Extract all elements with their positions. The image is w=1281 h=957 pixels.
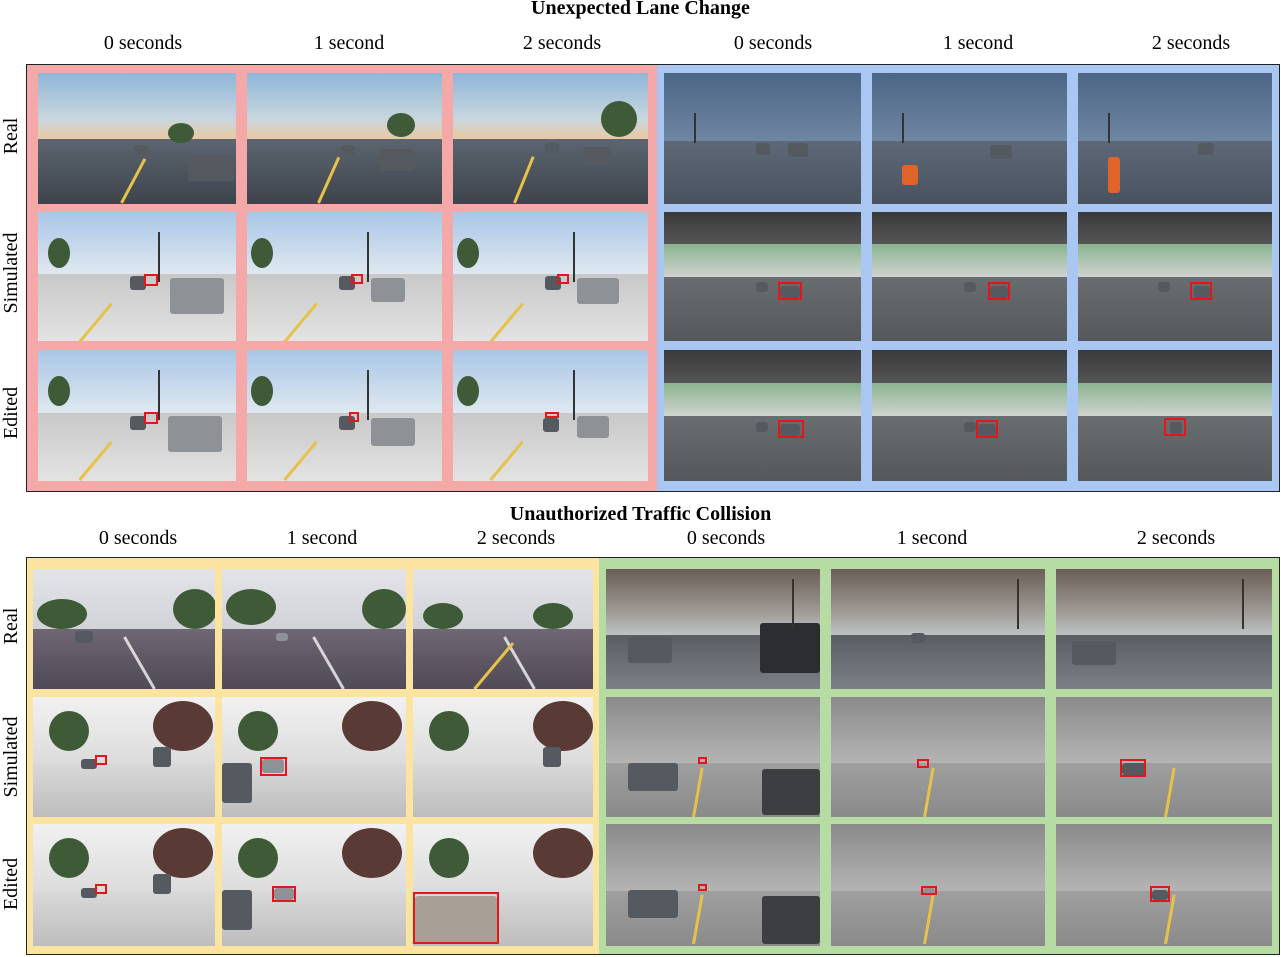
- highlight-box: [413, 892, 499, 944]
- highlight-box: [1150, 886, 1170, 902]
- highlight-box: [698, 884, 707, 891]
- col-label-0s-a: 0 seconds: [103, 32, 183, 54]
- highlight-box: [144, 412, 158, 424]
- image-simulated-2s-b: [1078, 212, 1272, 341]
- image-edited-2s-a: [453, 350, 648, 481]
- image-real-2s-a: [453, 73, 648, 204]
- image-edited-1s-c: [222, 824, 406, 946]
- image-simulated-2s-a: [453, 212, 648, 341]
- highlight-box: [272, 886, 296, 902]
- col-label-0s-d: 0 seconds: [686, 527, 766, 549]
- highlight-box: [976, 420, 998, 438]
- highlight-box: [557, 274, 569, 284]
- image-simulated-1s-c: [222, 697, 406, 817]
- image-edited-1s-d: [831, 824, 1045, 946]
- image-real-1s-c: [222, 569, 406, 689]
- image-simulated-0s-d: [606, 697, 820, 817]
- highlight-box: [95, 755, 107, 765]
- image-real-1s-b: [872, 73, 1067, 204]
- image-edited-1s-b: [872, 350, 1067, 481]
- highlight-box: [698, 757, 707, 764]
- highlight-box: [144, 274, 158, 286]
- image-real-0s-d: [606, 569, 820, 689]
- image-simulated-0s-c: [33, 697, 215, 817]
- highlight-box: [545, 412, 559, 418]
- row-label-simulated-1: Simulated: [0, 232, 22, 314]
- image-edited-2s-b: [1078, 350, 1272, 481]
- section-frame-traffic-collision: [26, 557, 1280, 955]
- image-simulated-1s-b: [872, 212, 1067, 341]
- image-real-2s-b: [1078, 73, 1272, 204]
- image-simulated-0s-a: [38, 212, 236, 341]
- section-frame-lane-change: [26, 64, 1280, 492]
- highlight-box: [349, 412, 359, 422]
- col-label-1s-c: 1 second: [286, 527, 358, 549]
- highlight-box: [351, 274, 363, 284]
- col-label-1s-b: 1 second: [942, 32, 1014, 54]
- col-label-0s-c: 0 seconds: [98, 527, 178, 549]
- highlight-box: [778, 420, 804, 438]
- image-simulated-0s-b: [664, 212, 861, 341]
- col-label-1s-a: 1 second: [313, 32, 385, 54]
- image-real-1s-d: [831, 569, 1045, 689]
- highlight-box: [1164, 418, 1186, 436]
- col-label-2s-d: 2 seconds: [1136, 527, 1216, 549]
- row-label-edited-2: Edited: [0, 857, 22, 911]
- image-real-0s-a: [38, 73, 236, 204]
- image-edited-1s-a: [247, 350, 442, 481]
- row-label-simulated-2: Simulated: [0, 716, 22, 798]
- highlight-box: [1120, 759, 1146, 777]
- highlight-box: [917, 759, 929, 768]
- col-label-2s-c: 2 seconds: [476, 527, 556, 549]
- highlight-box: [921, 886, 937, 895]
- image-real-0s-c: [33, 569, 215, 689]
- section-title-traffic-collision: Unauthorized Traffic Collision: [509, 503, 772, 525]
- highlight-box: [988, 282, 1010, 300]
- highlight-box: [95, 884, 107, 894]
- image-real-2s-c: [413, 569, 593, 689]
- image-edited-0s-b: [664, 350, 861, 481]
- highlight-box: [260, 757, 287, 776]
- image-edited-0s-c: [33, 824, 215, 946]
- image-edited-0s-d: [606, 824, 820, 946]
- col-label-2s-a: 2 seconds: [522, 32, 602, 54]
- image-edited-0s-a: [38, 350, 236, 481]
- image-edited-2s-c: [413, 824, 593, 946]
- image-simulated-2s-d: [1056, 697, 1272, 817]
- highlight-box: [778, 282, 802, 300]
- highlight-box: [1190, 282, 1212, 300]
- col-label-1s-d: 1 second: [896, 527, 968, 549]
- image-real-2s-d: [1056, 569, 1272, 689]
- image-simulated-1s-a: [247, 212, 442, 341]
- image-simulated-2s-c: [413, 697, 593, 817]
- col-label-2s-b: 2 seconds: [1151, 32, 1231, 54]
- row-label-real-1: Real: [0, 117, 22, 155]
- image-edited-2s-d: [1056, 824, 1272, 946]
- image-simulated-1s-d: [831, 697, 1045, 817]
- image-real-1s-a: [247, 73, 442, 204]
- image-real-0s-b: [664, 73, 861, 204]
- section-title-lane-change: Unexpected Lane Change: [531, 0, 750, 19]
- col-label-0s-b: 0 seconds: [733, 32, 813, 54]
- row-label-real-2: Real: [0, 607, 22, 645]
- row-label-edited-1: Edited: [0, 386, 22, 440]
